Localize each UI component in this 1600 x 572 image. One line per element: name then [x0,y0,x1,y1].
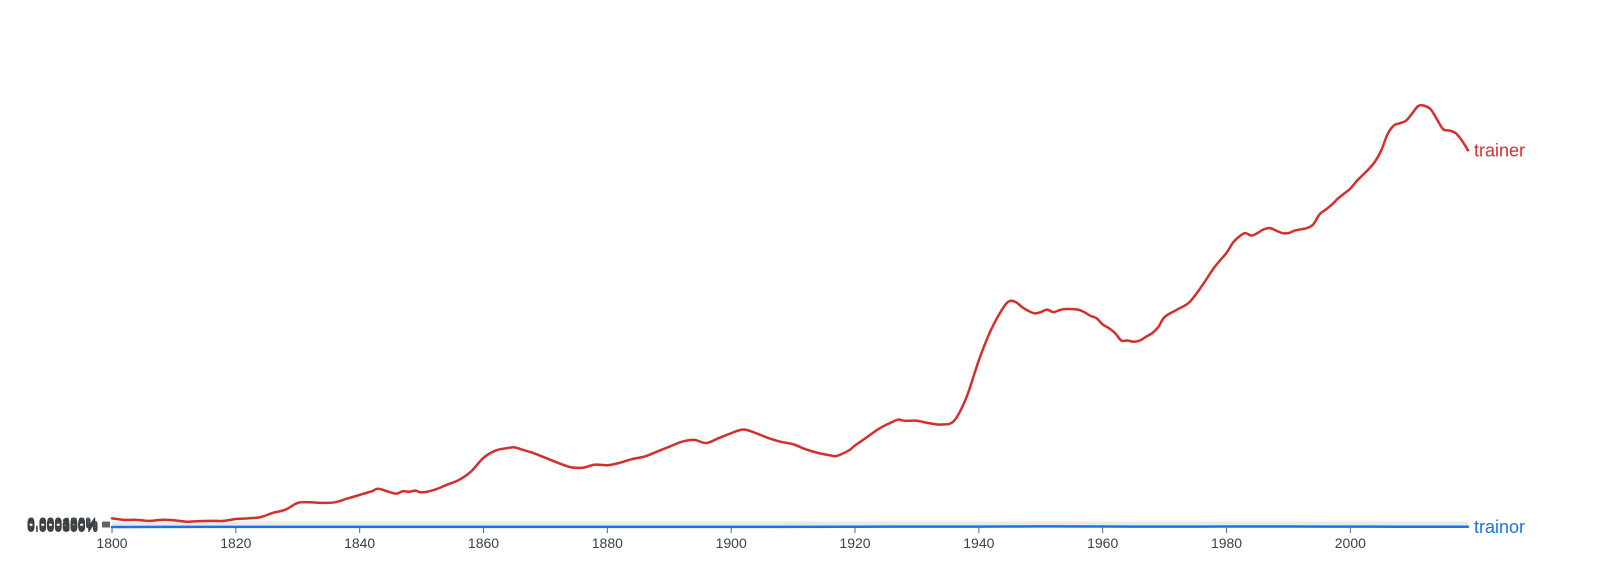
y-tick-label: 0.000200% [27,517,98,533]
series-labels: trainer trainor [1474,140,1525,536]
y-tick-label: 0.000150% [27,517,98,533]
series-label-trainor: trainor [1474,517,1525,537]
x-tick-label: 1840 [344,535,375,551]
x-tick-label: 1960 [1087,535,1118,551]
y-tick-label: 0.000250% [27,516,98,532]
series-line-trainer [110,103,1470,523]
y-tick-label: 0.000050% [27,518,98,534]
y-tick-label: 0.000000% [27,519,98,535]
y-tick-label: 0.000350% [27,515,98,531]
x-tick-label: 1900 [716,535,747,551]
x-tick-label: 1920 [839,535,870,551]
x-tick-label: 1800 [96,535,127,551]
series-label-trainer: trainer [1474,140,1525,160]
y-tick-label: 0.000100% [27,518,98,534]
x-tick-label: 1880 [592,535,623,551]
y-axis: 0.000400%0.000350%0.000300%0.000250%0.00… [27,514,110,535]
x-tick-label: 1860 [468,535,499,551]
y-tick-label: 0.000300% [27,515,98,531]
x-tick-label: 1980 [1211,535,1242,551]
y-tick-label: 0.000400% [27,514,98,530]
series-lines [110,103,1470,529]
x-axis: 1800 1820 1840 1860 1880 1900 1920 1940 1960 1980… [96,526,1468,551]
series-line-trainor [110,525,1470,529]
x-tick-label: 1820 [220,535,251,551]
x-tick-label: 2000 [1335,535,1366,551]
x-tick-label: 1940 [963,535,994,551]
